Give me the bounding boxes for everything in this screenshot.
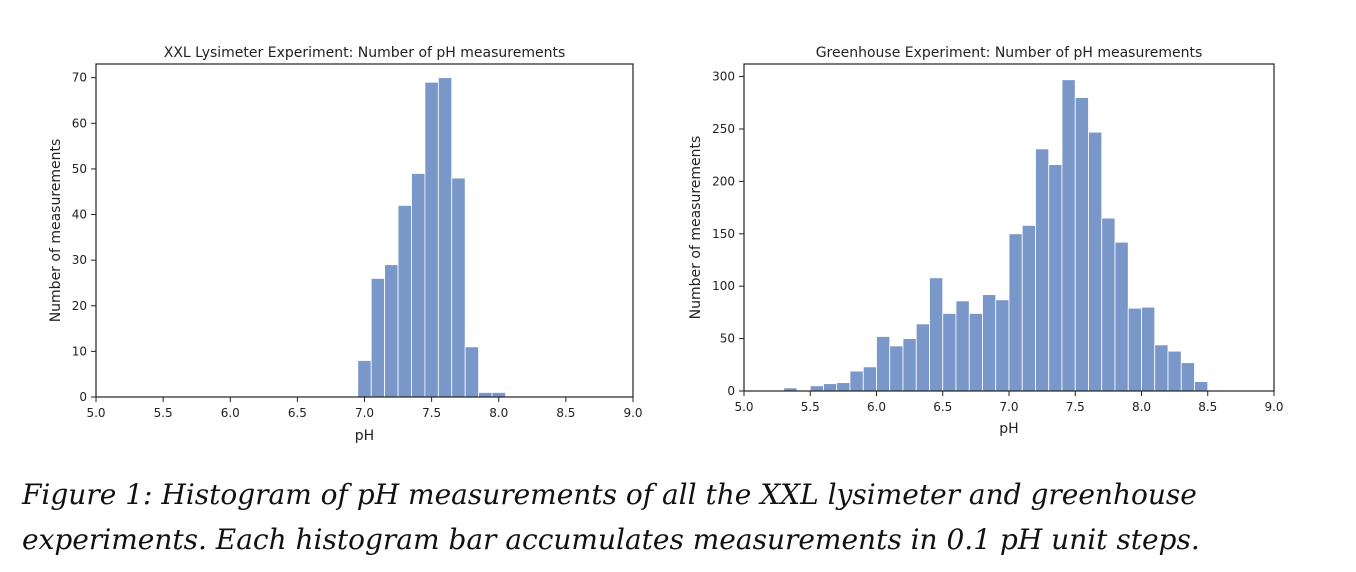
chart2-histogram-bar (1141, 306, 1156, 392)
chart2-histogram-bar (823, 383, 838, 392)
chart1-y-tick-label: 40 (72, 208, 87, 222)
chart2-histogram-bar (1088, 131, 1103, 392)
chart2-histogram-bar (836, 382, 851, 392)
chart2-x-tick-label: 9.0 (1264, 400, 1283, 414)
chart2-histogram-bar (1061, 79, 1076, 392)
chart1-x-tick-label: 7.5 (422, 406, 441, 420)
chart1-histogram-bar (424, 81, 439, 398)
chart1-histogram-bar (411, 173, 426, 398)
chart2-histogram-bar (849, 370, 864, 392)
chart2-x-tick-label: 6.5 (933, 400, 952, 414)
chart2-histogram-bar (1127, 307, 1142, 392)
chart1-y-tick-label: 10 (72, 344, 87, 358)
figure-charts: 5.0 5.5 6.0 6.5 7.0 7.5 8.0 8.5 9.0 0 10 20 30 40 50 60… (48, 45, 1284, 444)
chart2-histogram-bar (902, 338, 917, 392)
chart1-histogram-bar (491, 392, 506, 398)
chart1-axes-frame (95, 63, 634, 398)
chart2-histogram-bar (1101, 217, 1116, 392)
chart2-x-tick-label: 7.5 (1066, 400, 1085, 414)
chart1-y-tick-label: 70 (72, 71, 87, 85)
chart2-histogram-bar (876, 336, 891, 392)
chart2-y-tick-label: 250 (712, 122, 735, 136)
chart2-x-tick-label: 5.0 (734, 400, 753, 414)
chart2-histogram-bar (955, 300, 970, 392)
histogram-figure: 5.0 5.5 6.0 6.5 7.0 7.5 8.0 8.5 9.0 0 10 20 30 40 50 60… (48, 45, 1284, 444)
chart1-histogram-bar (437, 77, 453, 398)
chart2-y-tick-label: 200 (712, 174, 735, 188)
chart2-histogram-bar (1167, 350, 1182, 392)
chart2-histogram-bar (929, 277, 944, 392)
chart2-histogram-bar (889, 345, 904, 392)
chart2-y-tick-label: 50 (720, 332, 735, 346)
chart1-histogram-bar (397, 205, 412, 398)
chart2-x-tick-label: 8.0 (1132, 400, 1151, 414)
chart1-x-axis-label: pH (355, 428, 374, 444)
chart1-y-tick-label: 20 (72, 299, 87, 313)
chart2-histogram-bar (1074, 97, 1089, 392)
chart2-histogram-bar (862, 366, 877, 392)
chart1-x-tick-label: 9.0 (623, 406, 642, 420)
chart1-x-tick-label: 7.0 (355, 406, 374, 420)
chart2-histogram-bar (1114, 241, 1129, 392)
chart1-histogram-bar (478, 392, 493, 398)
chart2-histogram-bar (1154, 344, 1169, 392)
chart2-y-tick-label: 0 (727, 384, 735, 398)
chart1-x-tick-label: 6.5 (288, 406, 307, 420)
chart2-histogram-bar (942, 313, 957, 392)
chart2-histogram-bar (1180, 362, 1195, 392)
chart2-y-tick-label: 150 (712, 227, 735, 241)
chart1-x-tick-label: 8.0 (489, 406, 508, 420)
chart2-y-axis-label: Number of measurements (688, 136, 704, 320)
chart2-title: Greenhouse Experiment: Number of pH meas… (816, 45, 1203, 61)
chart1-histogram-bar (357, 360, 372, 398)
chart1-histogram-bar (451, 177, 466, 398)
chart2-histogram-bar (1035, 148, 1050, 392)
chart1-x-tick-label: 6.0 (221, 406, 240, 420)
chart1-x-tick-label: 5.5 (154, 406, 173, 420)
chart2-histogram-bar (809, 385, 824, 392)
chart2-histogram-bar (982, 294, 997, 392)
chart1-y-tick-label: 50 (72, 162, 87, 176)
chart1-y-axis-label: Number of measurements (48, 139, 64, 323)
chart1-x-tick-label: 5.0 (86, 406, 105, 420)
figure-caption: Figure 1: Histogram of pH measurements o… (22, 478, 1200, 556)
chart1-y-tick-label: 0 (79, 390, 87, 404)
chart2-x-tick-label: 8.5 (1198, 400, 1217, 414)
chart1-title: XXL Lysimeter Experiment: Number of pH m… (164, 45, 566, 61)
chart1-histogram-bar (384, 264, 399, 398)
chart1-y-tick-label: 30 (72, 253, 87, 267)
chart2-y-tick-label: 300 (712, 70, 735, 84)
chart2-x-tick-label: 5.5 (801, 400, 820, 414)
chart2-histogram-bar (995, 299, 1010, 392)
chart2-x-tick-label: 7.0 (999, 400, 1018, 414)
chart1-x-tick-label: 8.5 (556, 406, 575, 420)
chart1-y-tick-label: 60 (72, 116, 87, 130)
chart1-histogram-bar (370, 277, 386, 398)
chart2-histogram-bar (968, 313, 983, 392)
chart2-histogram-bar (1008, 233, 1023, 392)
chart2-histogram-bar (1021, 224, 1036, 392)
chart2-histogram-bar (1194, 381, 1209, 392)
chart2-y-tick-label: 100 (712, 279, 735, 293)
chart1-histogram-bar (464, 346, 480, 398)
chart2-histogram-bar (915, 323, 930, 392)
chart2-x-tick-label: 6.0 (867, 400, 886, 414)
chart2-histogram-bar (1048, 164, 1063, 392)
chart2-x-axis-label: pH (999, 421, 1018, 437)
